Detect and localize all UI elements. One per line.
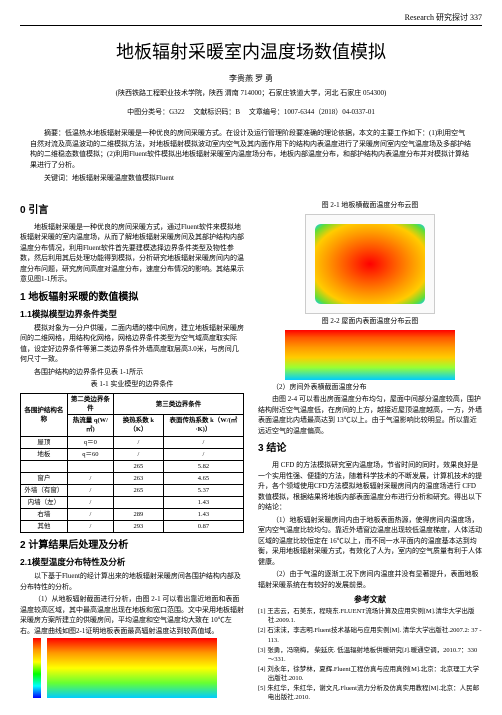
left-column: 0 引言 地板辐射采暖是一种优良的房间采暖方式，通过Fluent软件来模拟地板辐… [20, 198, 244, 703]
reference-item: [2] 石沫沫，李志明.Fluent技术基础与应用实例[M]. 清华大学出版社.… [258, 626, 482, 644]
figure-2-1-caption: 图 2-1 地板横截面温度分布云图 [258, 201, 482, 211]
section-1-p1: 模拟对象为一分户供暖，二面内墙的楼中间房，建立地板辐射采暖房间的二维网格，用结构… [20, 323, 244, 365]
section-1-1-title: 1.1模拟模型边界条件类型 [20, 309, 244, 321]
section-2-p4: 由图 2-4 可以看出房面温度分布均匀，屋面中间部分温度较高，围护结构附近空气温… [258, 394, 482, 436]
article-title: 地板辐射采暖室内温度场数值模拟 [20, 40, 482, 65]
colorbar-icon [33, 638, 41, 698]
abstract: 摘要：低温热水地板辐射采暖是一种优良的房间采暖方式。在设计及运行管理阶段要准确的… [30, 128, 472, 170]
section-2-p2: （1）从地板辐射截面进行分析，由图 2-1 可以看出靠近地面和表面温度较高区域，… [20, 594, 244, 636]
figure-2-1-legend-wrap [47, 638, 217, 698]
reference-item: [1] 王志云，石美东，程晓东.FLUENT流场计算及应用实例[M].清华大学出… [258, 607, 482, 625]
section-3-p1: 用 CFD 的方法模拟研究室内温度场，节省时间的同时，效果良好是一个实用性强、便… [258, 460, 482, 513]
right-column: 图 2-1 地板横截面温度分布云图 图 2-2 屋面内表面温度分布云图 （2）房… [258, 198, 482, 703]
article-id: 文章编号：1007-6344（2018）04-0337-01 [249, 108, 375, 116]
two-column-layout: 0 引言 地板辐射采暖是一种优良的房间采暖方式，通过Fluent软件来模拟地板辐… [20, 198, 482, 703]
authors: 李贵燕 罗 勇 [20, 73, 482, 84]
section-2-p1: 以下基于Fluent的经计算出来的地板辐射采暖房间各围护结构内部及分布特性的分析… [20, 571, 244, 592]
table-row: 2655.82 [21, 460, 244, 472]
affiliation: (陕西铁路工程职业技术学院，陕西 渭南 714000；石家庄铁道大学，河北 石家… [20, 89, 482, 99]
reference-item: [4] 刘永年，徐梦林，夏辉.Fluent工程仿真与应用真例[M].北京：北京理… [258, 665, 482, 683]
references-title: 参考文献 [258, 594, 482, 605]
table-row: 各围护结构名称 第二类边界条件 第三类边界条件 [21, 394, 244, 415]
figure-2-2-heatmap [305, 214, 435, 314]
doc-mark: 文献标识码：B [193, 108, 240, 116]
table-1-caption: 表 1-1 实业模型的边界条件 [20, 380, 244, 390]
figure-2-1-heatmap [47, 638, 217, 698]
section-1-title: 1 地板辐射采暖的数值模拟 [20, 291, 244, 305]
section-0-p1: 地板辐射采暖是一种优良的房间采暖方式，通过Fluent软件来模拟地板辐射采暖的室… [20, 222, 244, 285]
table-1: 各围护结构名称 第二类边界条件 第三类边界条件 热流量 q(W/㎡) 换热系数 … [20, 393, 244, 533]
table-row: 右墙/2891.43 [21, 509, 244, 521]
section-3-p3: （2）由于气温的逐渐工况下房间内温度并没有显著提升，表面地板辐射采暖系统在有较好… [258, 569, 482, 590]
heatmap-core [315, 224, 425, 304]
table-row: 其他/2930.87 [21, 521, 244, 533]
section-3-title: 3 结论 [258, 442, 482, 456]
header-rule [20, 25, 482, 26]
reference-item: [3] 张勇，冯晓梅， 柴延庆. 低温辐射地板供暖研究[J].暖通空调，2010… [258, 646, 482, 664]
section-2-title: 2 计算结果后处理及分析 [20, 539, 244, 553]
keywords: 关键词：地板辐射采暖温度数值模拟Fluent [30, 174, 472, 184]
section-0-title: 0 引言 [20, 204, 244, 218]
section-1-p2: 各围护结构的边界条件见表 1-1所示 [20, 367, 244, 378]
figure-2-2-caption: 图 2-2 屋面内表面温度分布云图 [258, 317, 482, 327]
reference-item: [5] 朱红华，朱红华，谢文凡.Fluent流力分析及仿真实用教程[M].北京：… [258, 684, 482, 702]
section-2-p3: （2）房间外表横截面温度分布 [258, 382, 482, 393]
figure-2-3-wrap [285, 330, 455, 380]
table-row: 屋顶q＝0// [21, 436, 244, 448]
page-header: Research 研究探讨 337 [20, 12, 482, 23]
section-2-1-title: 2.1模型温度分布特性及分析 [20, 557, 244, 569]
class-number: 中图分类号：G322 [127, 108, 185, 116]
table-row: 外墙（有窗）/2655.37 [21, 484, 244, 496]
table-row: 内墙（左）/1.43 [21, 496, 244, 508]
table-row: 地板q＝60// [21, 448, 244, 460]
table-row: 窗户/2634.65 [21, 472, 244, 484]
section-3-p2: （1）地板辐射采暖房间内由于地板表面热源，使得房间内温度场，室内空气温度比较均匀… [258, 515, 482, 568]
figure-2-3-heatmap [285, 330, 455, 380]
article-meta: 中图分类号：G322 文献标识码：B 文章编号：1007-6344（2018）0… [20, 108, 482, 118]
